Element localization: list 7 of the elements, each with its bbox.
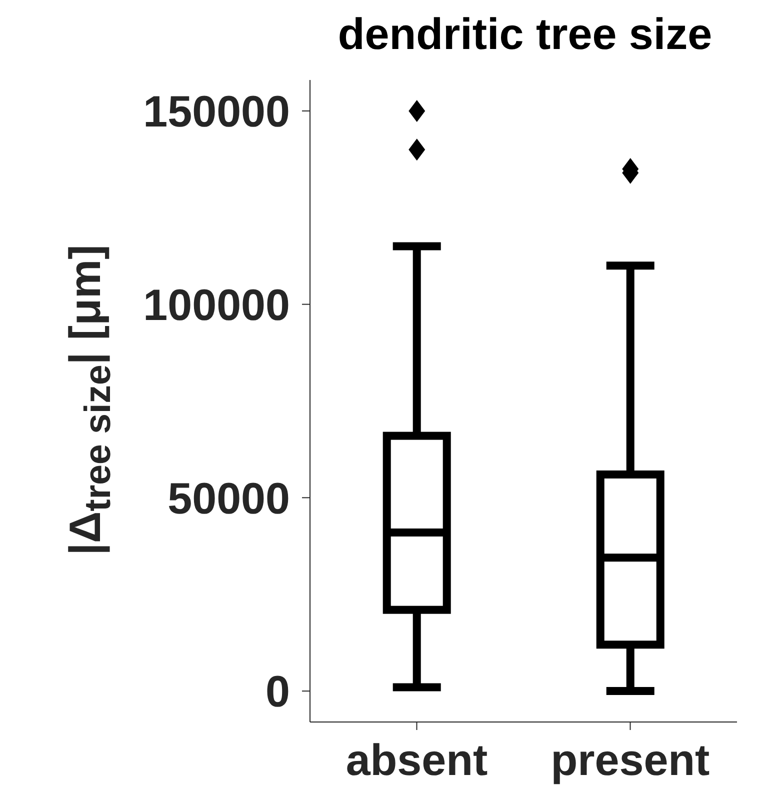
y-tick-label: 50000 xyxy=(168,474,290,524)
y-tick-label: 150000 xyxy=(143,88,290,137)
x-tick-label: present xyxy=(550,736,710,786)
y-tick-label: 100000 xyxy=(143,280,290,330)
x-tick-label: absent xyxy=(346,736,488,786)
y-tick-label: 0 xyxy=(266,668,290,717)
chart-title: dendritic tree size xyxy=(336,10,714,60)
